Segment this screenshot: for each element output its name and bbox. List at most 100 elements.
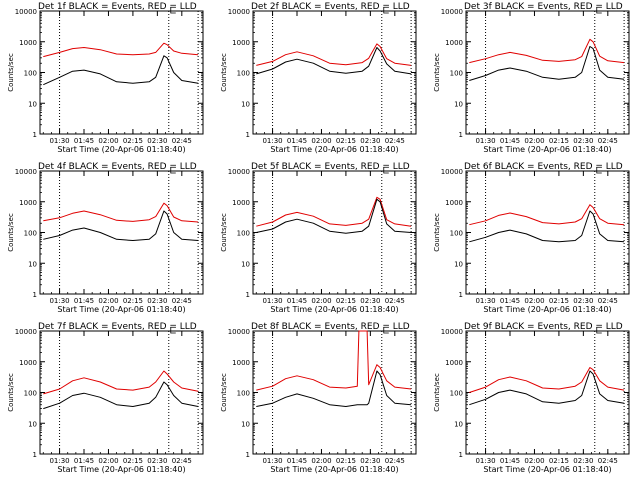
x-tick-label: 02:45	[598, 297, 618, 305]
y-tick-label: 1000	[445, 199, 463, 207]
x-tick-label: 02:45	[385, 297, 405, 305]
x-tick-label: 02:30	[573, 137, 593, 145]
chart-panel: Det 4f BLACK = Events, RED = LLD 1 10 100 10…	[7, 162, 204, 314]
lld-series-line	[469, 204, 625, 226]
chart-title: Det 8f BLACK = Events, RED = LLD	[251, 322, 410, 332]
y-tick-label: 100	[24, 230, 37, 238]
x-tick-label: 02:45	[172, 457, 192, 465]
y-tick-label: 1	[246, 131, 250, 139]
bracket-marker	[170, 327, 176, 334]
x-axis-label: Start Time (20-Apr-06 01:18:40)	[270, 145, 398, 154]
x-tick-label: 02:30	[360, 297, 380, 305]
plot-frame	[252, 330, 417, 455]
y-tick-label: 100	[237, 70, 250, 78]
y-tick-label: 10	[454, 420, 463, 428]
chart-title: Det 4f BLACK = Events, RED = LLD	[38, 162, 197, 172]
y-tick-label: 1000	[232, 199, 250, 207]
y-tick-label: 100	[237, 390, 250, 398]
x-tick-label: 02:00	[98, 457, 118, 465]
chart-panel: Det 2f BLACK = Events, RED = LLD 1 10 100 10…	[220, 2, 417, 154]
y-axis-label: Counts/sec	[7, 373, 15, 412]
plot-frame	[252, 10, 417, 135]
bracket-marker	[596, 167, 602, 174]
x-axis-label: Start Time (20-Apr-06 01:18:40)	[270, 465, 398, 474]
y-axis-label: Counts/sec	[220, 53, 228, 92]
y-tick-label: 10	[241, 260, 250, 268]
x-tick-label: 02:45	[598, 457, 618, 465]
x-tick-label: 01:45	[74, 297, 94, 305]
x-tick-label: 02:00	[311, 457, 331, 465]
x-tick-label: 02:15	[549, 137, 569, 145]
x-tick-label: 01:30	[262, 297, 282, 305]
plot-frame	[39, 170, 204, 295]
lld-series-line	[469, 38, 625, 64]
plot-frame	[465, 10, 630, 135]
chart-title: Det 9f BLACK = Events, RED = LLD	[464, 322, 623, 332]
x-axis-label: Start Time (20-Apr-06 01:18:40)	[483, 145, 611, 154]
x-tick-label: 01:45	[287, 137, 307, 145]
y-tick-label: 1000	[19, 199, 37, 207]
y-tick-label: 10000	[441, 8, 463, 16]
y-tick-label: 10	[28, 260, 37, 268]
chart-panel: Det 5f BLACK = Events, RED = LLD 1 10 100 10…	[220, 162, 417, 314]
chart-title: Det 2f BLACK = Events, RED = LLD	[251, 2, 410, 12]
y-tick-label: 1	[246, 451, 250, 459]
y-tick-label: 1	[459, 451, 463, 459]
y-tick-label: 10000	[228, 8, 250, 16]
y-tick-label: 100	[24, 390, 37, 398]
chart-panel: Det 6f BLACK = Events, RED = LLD 1 10 100 10…	[433, 162, 630, 314]
x-tick-label: 01:30	[49, 297, 69, 305]
bracket-marker	[596, 327, 602, 334]
x-tick-label: 01:45	[287, 457, 307, 465]
y-tick-label: 10000	[15, 328, 37, 336]
y-tick-label: 10000	[15, 168, 37, 176]
chart-title: Det 6f BLACK = Events, RED = LLD	[464, 162, 623, 172]
x-axis-label: Start Time (20-Apr-06 01:18:40)	[270, 305, 398, 314]
y-tick-label: 1	[33, 291, 37, 299]
plot-frame	[465, 330, 630, 455]
x-tick-label: 02:00	[524, 297, 544, 305]
x-axis-label: Start Time (20-Apr-06 01:18:40)	[57, 465, 185, 474]
x-tick-label: 02:30	[360, 137, 380, 145]
bracket-marker	[170, 7, 176, 14]
chart-panel: Det 3f BLACK = Events, RED = LLD 1 10 100 10…	[433, 2, 630, 154]
x-tick-label: 02:30	[360, 457, 380, 465]
x-tick-label: 02:15	[336, 457, 356, 465]
lld-series-line	[43, 202, 199, 223]
x-tick-label: 02:00	[98, 137, 118, 145]
x-tick-label: 01:45	[500, 137, 520, 145]
x-tick-label: 01:45	[74, 457, 94, 465]
x-axis-label: Start Time (20-Apr-06 01:18:40)	[483, 465, 611, 474]
events-series-line	[256, 47, 412, 75]
y-axis-label: Counts/sec	[433, 373, 441, 412]
y-tick-label: 100	[450, 390, 463, 398]
x-tick-label: 01:30	[475, 297, 495, 305]
y-tick-label: 10	[28, 420, 37, 428]
events-series-line	[256, 198, 412, 234]
y-tick-label: 100	[237, 230, 250, 238]
y-axis-label: Counts/sec	[433, 213, 441, 252]
plot-frame	[39, 330, 204, 455]
y-tick-label: 10000	[15, 8, 37, 16]
x-tick-label: 02:00	[98, 297, 118, 305]
bracket-marker	[170, 167, 176, 174]
x-tick-label: 02:30	[573, 457, 593, 465]
y-tick-label: 1	[246, 291, 250, 299]
events-series-line	[469, 46, 625, 81]
y-tick-label: 1	[33, 131, 37, 139]
y-tick-label: 10000	[441, 168, 463, 176]
x-tick-label: 01:45	[500, 457, 520, 465]
x-tick-label: 01:30	[475, 457, 495, 465]
y-tick-label: 10	[28, 100, 37, 108]
x-tick-label: 02:00	[311, 137, 331, 145]
x-tick-label: 02:00	[524, 457, 544, 465]
y-tick-label: 10	[241, 100, 250, 108]
chart-panel: Det 1f BLACK = Events, RED = LLD 1 10 100 10…	[7, 2, 204, 154]
chart-panel: Det 8f BLACK = Events, RED = LLD 1 10 100 10…	[220, 322, 417, 474]
x-tick-label: 01:45	[500, 297, 520, 305]
lld-series-line	[256, 196, 412, 227]
chart-title: Det 5f BLACK = Events, RED = LLD	[251, 162, 410, 172]
x-tick-label: 02:15	[336, 137, 356, 145]
y-tick-label: 1000	[232, 39, 250, 47]
